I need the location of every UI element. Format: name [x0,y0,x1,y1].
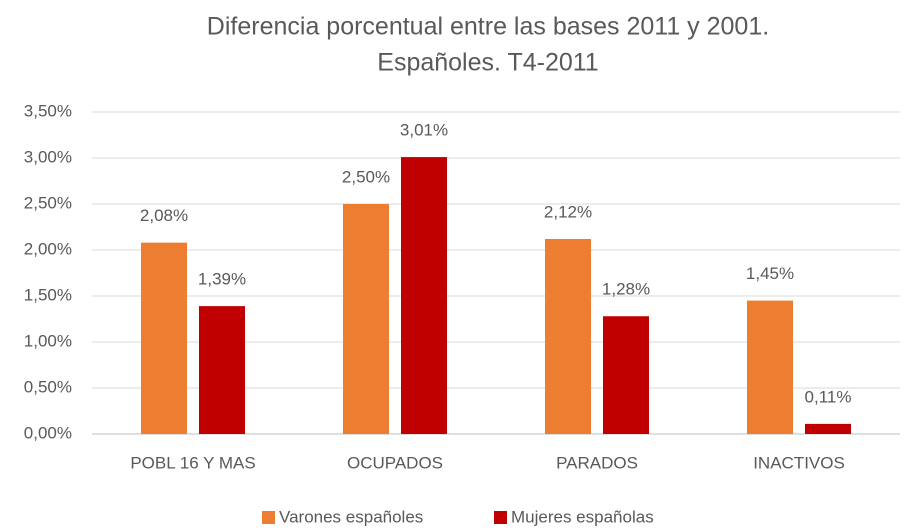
x-tick-label: POBL 16 Y MAS [130,453,255,472]
data-label: 2,12% [544,202,592,221]
y-tick-label: 2,50% [24,193,72,212]
x-tick-label: INACTIVOS [753,453,845,472]
y-tick-label: 0,00% [24,423,72,442]
y-tick-label: 3,00% [24,147,72,166]
chart-title: Diferencia porcentual entre las bases 20… [207,13,769,41]
bar [603,316,649,434]
bar [805,423,851,434]
y-tick-label: 2,00% [24,239,72,258]
bar [747,300,793,434]
y-tick-label: 3,50% [24,101,72,120]
data-label: 3,01% [400,121,448,140]
x-tick-label: OCUPADOS [347,453,443,472]
bar [401,157,447,434]
legend-label: Mujeres españolas [511,507,654,526]
data-label: 2,08% [140,206,188,225]
legend-swatch [494,511,507,524]
data-label: 1,45% [746,264,794,283]
x-tick-label: PARADOS [556,453,638,472]
data-label: 0,11% [805,387,852,406]
data-label: 2,50% [342,167,390,186]
data-label: 1,28% [602,280,650,299]
bar [343,204,389,434]
y-tick-label: 0,50% [24,377,72,396]
chart-title: Españoles. T4-2011 [377,49,598,77]
bar [199,306,245,434]
bar [545,238,591,434]
bar [141,242,187,434]
y-tick-label: 1,50% [24,285,72,304]
legend-label: Varones españoles [279,507,423,526]
data-label: 1,39% [198,270,246,289]
y-tick-label: 1,00% [24,331,72,350]
legend-swatch [262,511,275,524]
